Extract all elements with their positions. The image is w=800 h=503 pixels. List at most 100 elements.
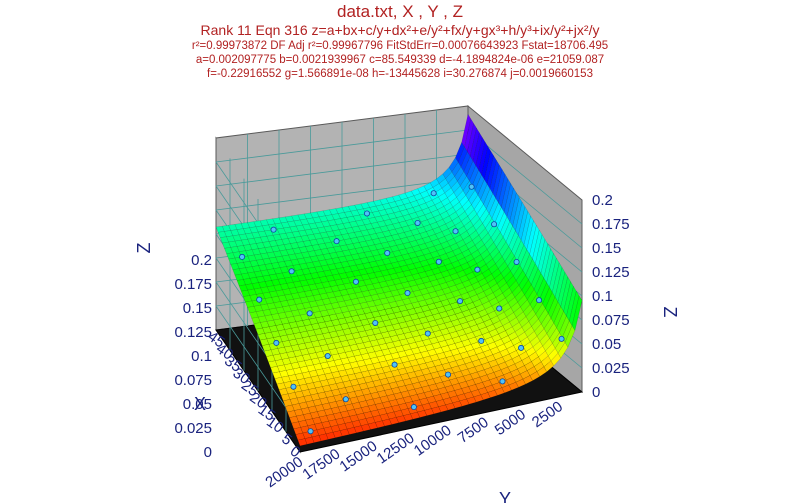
surface-cell	[374, 420, 385, 429]
surface-cell	[460, 292, 471, 301]
surface-cell	[338, 334, 348, 342]
surface-cell	[550, 352, 562, 367]
surface-cell	[356, 235, 367, 243]
surface-cell	[501, 335, 512, 345]
surface-cell	[317, 304, 328, 312]
surface-cell	[401, 326, 411, 334]
surface-cell	[474, 286, 484, 295]
surface-cell	[299, 365, 310, 374]
surface-cell	[353, 303, 363, 311]
surface-cell	[429, 307, 440, 316]
surface-cell	[280, 221, 291, 229]
surface-cell	[267, 285, 277, 293]
surface-cell	[524, 361, 535, 371]
data-point	[435, 258, 442, 265]
data-point	[239, 253, 246, 260]
surface-cell	[378, 343, 389, 351]
surface-cell	[352, 286, 363, 294]
surface-cell	[287, 220, 297, 228]
surface-cell	[485, 258, 496, 270]
surface-cell	[449, 331, 460, 339]
surface-cell	[270, 366, 280, 374]
surface-cell	[461, 199, 472, 212]
surface-cell	[271, 313, 281, 321]
surface-cell	[419, 397, 430, 406]
surface-cell	[375, 402, 385, 411]
y-tick-label: 20000	[262, 453, 306, 491]
surface-cell	[564, 325, 576, 348]
surface-cell	[407, 388, 418, 397]
surface-cell	[426, 229, 436, 237]
surface-cell	[308, 283, 318, 291]
surface-cell	[408, 342, 419, 350]
surface-cell	[350, 298, 361, 306]
surface-cell	[247, 306, 257, 314]
surface-cell	[448, 360, 459, 369]
data-point	[288, 268, 295, 275]
surface-cell	[423, 224, 434, 232]
surface-cell	[531, 267, 542, 290]
surface-cell	[289, 397, 300, 406]
surface-cell	[459, 194, 469, 208]
surface-cell	[371, 265, 382, 273]
surface-cell	[332, 273, 342, 281]
surface-cell	[475, 223, 486, 236]
surface-cell	[445, 338, 456, 346]
surface-cell	[344, 350, 355, 358]
z-tick-label: 0.025	[592, 360, 630, 377]
surface-cell	[407, 195, 417, 203]
surface-cell	[569, 290, 580, 327]
surface-cell	[428, 291, 439, 299]
surface-cell	[529, 335, 541, 348]
surface-cell	[348, 204, 358, 212]
surface-cell	[389, 217, 400, 225]
surface-cell	[376, 355, 387, 363]
surface-cell	[315, 368, 326, 376]
surface-cell	[430, 250, 440, 259]
surface-cell	[476, 259, 487, 269]
surface-cell	[395, 397, 406, 406]
surface-cell	[294, 390, 305, 399]
surface-cell	[438, 404, 449, 413]
surface-cell	[549, 257, 560, 293]
surface-cell	[315, 386, 325, 394]
surface-cell	[410, 256, 421, 264]
x-tick-label: 20	[246, 389, 269, 412]
surface-cell	[349, 414, 360, 423]
surface-cell	[453, 265, 464, 274]
surface-cell	[251, 231, 261, 239]
surface-cell	[236, 262, 246, 269]
surface-cell	[313, 363, 323, 371]
surface-cell	[324, 390, 335, 398]
surface-cell	[535, 234, 546, 269]
surface-cell	[249, 226, 259, 234]
surface-cell	[238, 284, 249, 292]
surface-cell	[432, 359, 443, 367]
surface-cell	[306, 278, 316, 286]
surface-cell	[255, 225, 265, 233]
surface-cell	[473, 394, 484, 403]
surface-cell	[315, 333, 326, 341]
surface-cell	[486, 241, 497, 255]
surface-cell	[515, 201, 526, 236]
x-tick-label: 35	[221, 352, 244, 375]
surface-cell	[415, 340, 426, 348]
surface-cell	[360, 318, 370, 326]
surface-cell	[258, 315, 268, 323]
data-point	[404, 290, 411, 297]
surface-cell	[545, 291, 556, 314]
surface-cell	[351, 269, 362, 277]
surface-cell	[368, 404, 378, 412]
z-tick-label: 0.2	[191, 252, 212, 269]
surface-cell	[505, 376, 517, 386]
surface-cell	[374, 332, 384, 341]
surface-cell	[503, 340, 514, 350]
data-point	[342, 396, 349, 403]
surface-cell	[563, 281, 574, 317]
surface-cell	[439, 328, 450, 336]
surface-cell	[374, 350, 385, 358]
data-point	[468, 183, 475, 190]
surface-cell	[438, 223, 449, 232]
surface-cell	[293, 219, 303, 227]
surface-cell	[338, 272, 349, 280]
